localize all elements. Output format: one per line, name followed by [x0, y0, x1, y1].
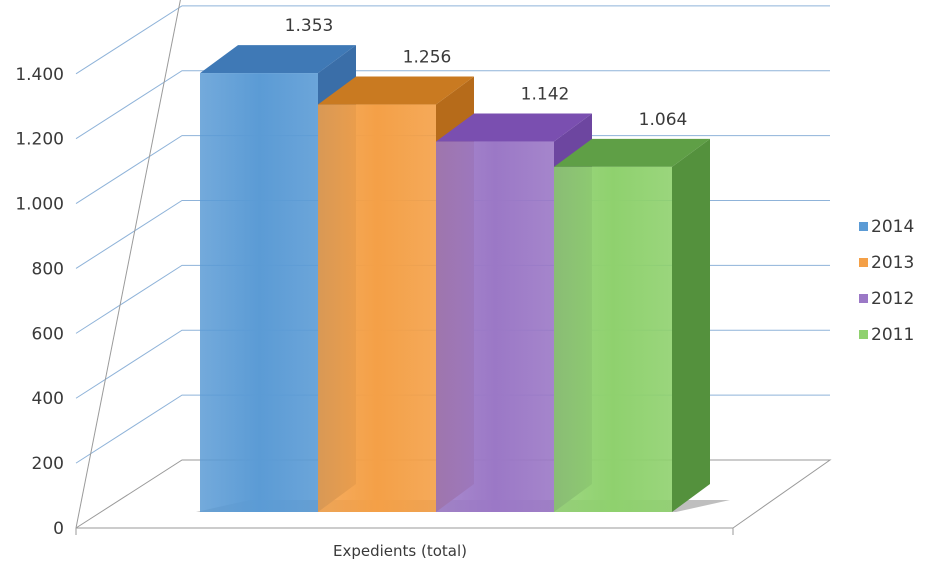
y-tick-label: 1.200 [15, 130, 64, 150]
bar-top [200, 45, 356, 74]
y-tick-label: 200 [32, 454, 64, 474]
y-tick-label: 600 [32, 324, 64, 344]
legend-item-2014: 2014 [859, 217, 914, 237]
legend-label: 2014 [871, 217, 914, 237]
y-tick-label: 0 [53, 519, 64, 539]
y-tick-label: 1.000 [15, 195, 64, 215]
bar-front [436, 141, 554, 512]
gridlines [75, 5, 830, 464]
y-tick-label: 800 [32, 259, 64, 279]
legend: 2014 2013 2012 2011 [859, 217, 914, 345]
gridline [75, 135, 830, 205]
legend-item-2011: 2011 [859, 325, 914, 345]
legend-label: 2011 [871, 325, 914, 345]
y-tick-label: 400 [32, 389, 64, 409]
bars [196, 45, 730, 513]
gridline [75, 5, 830, 75]
legend-item-2013: 2013 [859, 253, 914, 273]
legend-swatch [859, 258, 868, 267]
data-label-2012: 1.142 [521, 85, 570, 105]
bar-front [554, 166, 672, 513]
legend-swatch [859, 222, 868, 231]
bar-top [436, 113, 592, 142]
y-tick-label: 1.400 [15, 65, 64, 85]
legend-label: 2013 [871, 253, 914, 273]
bar-side [672, 138, 710, 513]
bar-front [318, 104, 436, 513]
gridline [75, 70, 830, 140]
bar-top [318, 76, 474, 105]
data-label-2011: 1.064 [639, 110, 688, 130]
y-axis-ticks: 0 200 400 600 800 1.000 1.200 1.400 [15, 65, 64, 539]
data-label-2013: 1.256 [403, 48, 452, 68]
data-label-2014: 1.353 [285, 16, 334, 36]
x-axis-category-label: Expedients (total) [333, 542, 467, 560]
bar-front [200, 73, 318, 513]
legend-label: 2012 [871, 289, 914, 309]
legend-swatch [859, 294, 868, 303]
data-labels: 1.353 1.256 1.142 1.064 [285, 16, 688, 130]
bar-series-2011 [554, 138, 710, 513]
bar-top [554, 138, 710, 167]
legend-swatch [859, 330, 868, 339]
y-axis-wall [75, 0, 181, 529]
legend-item-2012: 2012 [859, 289, 914, 309]
